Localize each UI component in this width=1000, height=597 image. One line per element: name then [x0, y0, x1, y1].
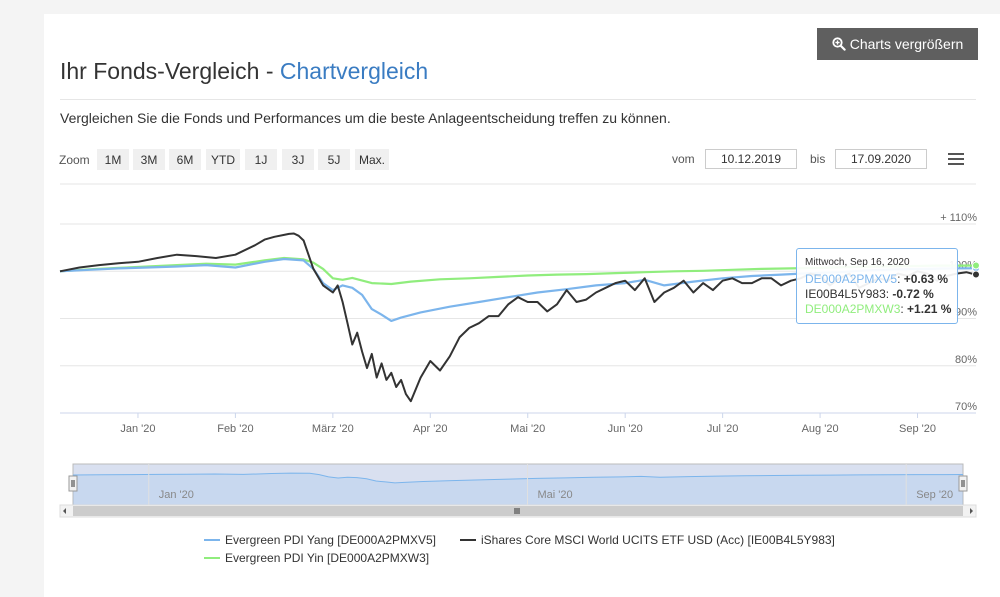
handle-body[interactable]	[68, 475, 78, 492]
tooltip-series-name: DE000A2PMXW3	[805, 302, 901, 316]
x-tick-label: Mai '20	[510, 423, 545, 435]
y-tick-label: 80%	[955, 354, 977, 366]
page-title-main: Ihr Fonds-Vergleich -	[60, 58, 280, 84]
chart-menu-icon[interactable]	[946, 151, 966, 167]
y-tick-label: 70%	[955, 401, 977, 413]
navigator-selected-range[interactable]	[72, 463, 964, 506]
navigator-tick-label: Jan '20	[159, 489, 194, 501]
range-from-input[interactable]	[705, 149, 797, 169]
tooltip-row: DE000A2PMXV5: +0.63 %	[805, 272, 949, 286]
legend-item-yang[interactable]: Evergreen PDI Yang [DE000A2PMXV5]	[204, 533, 436, 547]
chart-area: 70%80%90%100%+ 110% Jan '20 Feb '20 März '…	[59, 183, 980, 518]
zoom-button-3j[interactable]: 3J	[282, 149, 314, 170]
x-tick-label: Aug '20	[802, 423, 839, 435]
zoom-button-6m[interactable]: 6M	[169, 149, 201, 170]
tooltip-series-value: +1.21 %	[907, 302, 952, 316]
legend-label: iShares Core MSCI World UCITS ETF USD (A…	[481, 533, 835, 547]
x-tick-label: Sep '20	[899, 423, 936, 435]
page-description: Vergleichen Sie die Fonds und Performanc…	[60, 110, 671, 126]
tooltip-series-value: +0.63 %	[903, 272, 949, 286]
zoom-button-ytd[interactable]: YTD	[206, 149, 240, 170]
zoom-button-3m[interactable]: 3M	[133, 149, 165, 170]
range-to-label: bis	[810, 152, 826, 166]
enlarge-charts-label: Charts vergrößern	[849, 36, 964, 52]
page-title: Ihr Fonds-Vergleich - Chartvergleich	[60, 58, 428, 85]
zoom-button-max[interactable]: Max.	[355, 149, 389, 170]
x-tick-label: Apr '20	[413, 423, 448, 435]
x-tick-label: März '20	[312, 423, 354, 435]
tooltip-date: Mittwoch, Sep 16, 2020	[805, 257, 910, 268]
x-tick-label: Jan '20	[120, 423, 155, 435]
hover-marker-ie00b4l5y983	[972, 270, 980, 279]
y-tick-label: + 110%	[940, 212, 977, 224]
chart-tooltip: Mittwoch, Sep 16, 2020 DE000A2PMXV5: +0.…	[796, 248, 958, 324]
navigator-series-area	[73, 473, 963, 505]
tooltip-row: IE00B4L5Y983: -0.72 %	[805, 287, 934, 301]
legend-swatch	[204, 539, 220, 541]
legend-label: Evergreen PDI Yang [DE000A2PMXV5]	[225, 533, 437, 547]
x-tick-label: Jun '20	[608, 423, 643, 435]
tooltip-row: DE000A2PMXW3: +1.21 %	[805, 302, 952, 316]
zoom-button-1j[interactable]: 1J	[245, 149, 277, 170]
zoom-label: Zoom	[59, 153, 90, 167]
legend-swatch	[204, 557, 220, 559]
x-tick-label: Jul '20	[707, 423, 738, 435]
tooltip-series-name: IE00B4L5Y983	[805, 287, 886, 301]
tooltip-series-value: -0.72 %	[892, 287, 934, 301]
zoom-button-1m[interactable]: 1M	[97, 149, 129, 170]
navigator-right-handle[interactable]	[958, 475, 968, 492]
page-title-accent: Chartvergleich	[279, 58, 429, 84]
y-tick-label: 90%	[955, 307, 977, 319]
handle-body[interactable]	[958, 475, 968, 492]
x-tick-label: Feb '20	[217, 423, 253, 435]
legend-item-yin[interactable]: Evergreen PDI Yin [DE000A2PMXW3]	[204, 551, 429, 565]
legend-swatch	[460, 539, 476, 541]
scroll-left-arrow-icon[interactable]	[63, 508, 66, 514]
legend-item-ishares[interactable]: iShares Core MSCI World UCITS ETF USD (A…	[460, 533, 835, 547]
series-line-de000a2pmxv5	[59, 257, 977, 322]
zoom-in-icon	[832, 37, 846, 51]
hover-marker-de000a2pmxw3	[972, 261, 980, 270]
navigator-tick-label: Mai '20	[537, 489, 572, 501]
title-divider	[60, 99, 976, 100]
navigator-left-handle[interactable]	[68, 475, 78, 492]
enlarge-charts-button[interactable]: Charts vergrößern	[817, 28, 978, 60]
range-to-input[interactable]	[835, 149, 927, 169]
legend-label: Evergreen PDI Yin [DE000A2PMXW3]	[225, 551, 430, 565]
navigator-tick-label: Sep '20	[916, 489, 953, 501]
scroll-right-arrow-icon[interactable]	[970, 508, 973, 514]
tooltip-series-name: DE000A2PMXV5	[805, 272, 898, 286]
scrollbar-thumb[interactable]	[73, 506, 963, 516]
zoom-button-5j[interactable]: 5J	[318, 149, 350, 170]
navigator-series-line	[72, 472, 964, 484]
range-from-label: vom	[672, 152, 695, 166]
